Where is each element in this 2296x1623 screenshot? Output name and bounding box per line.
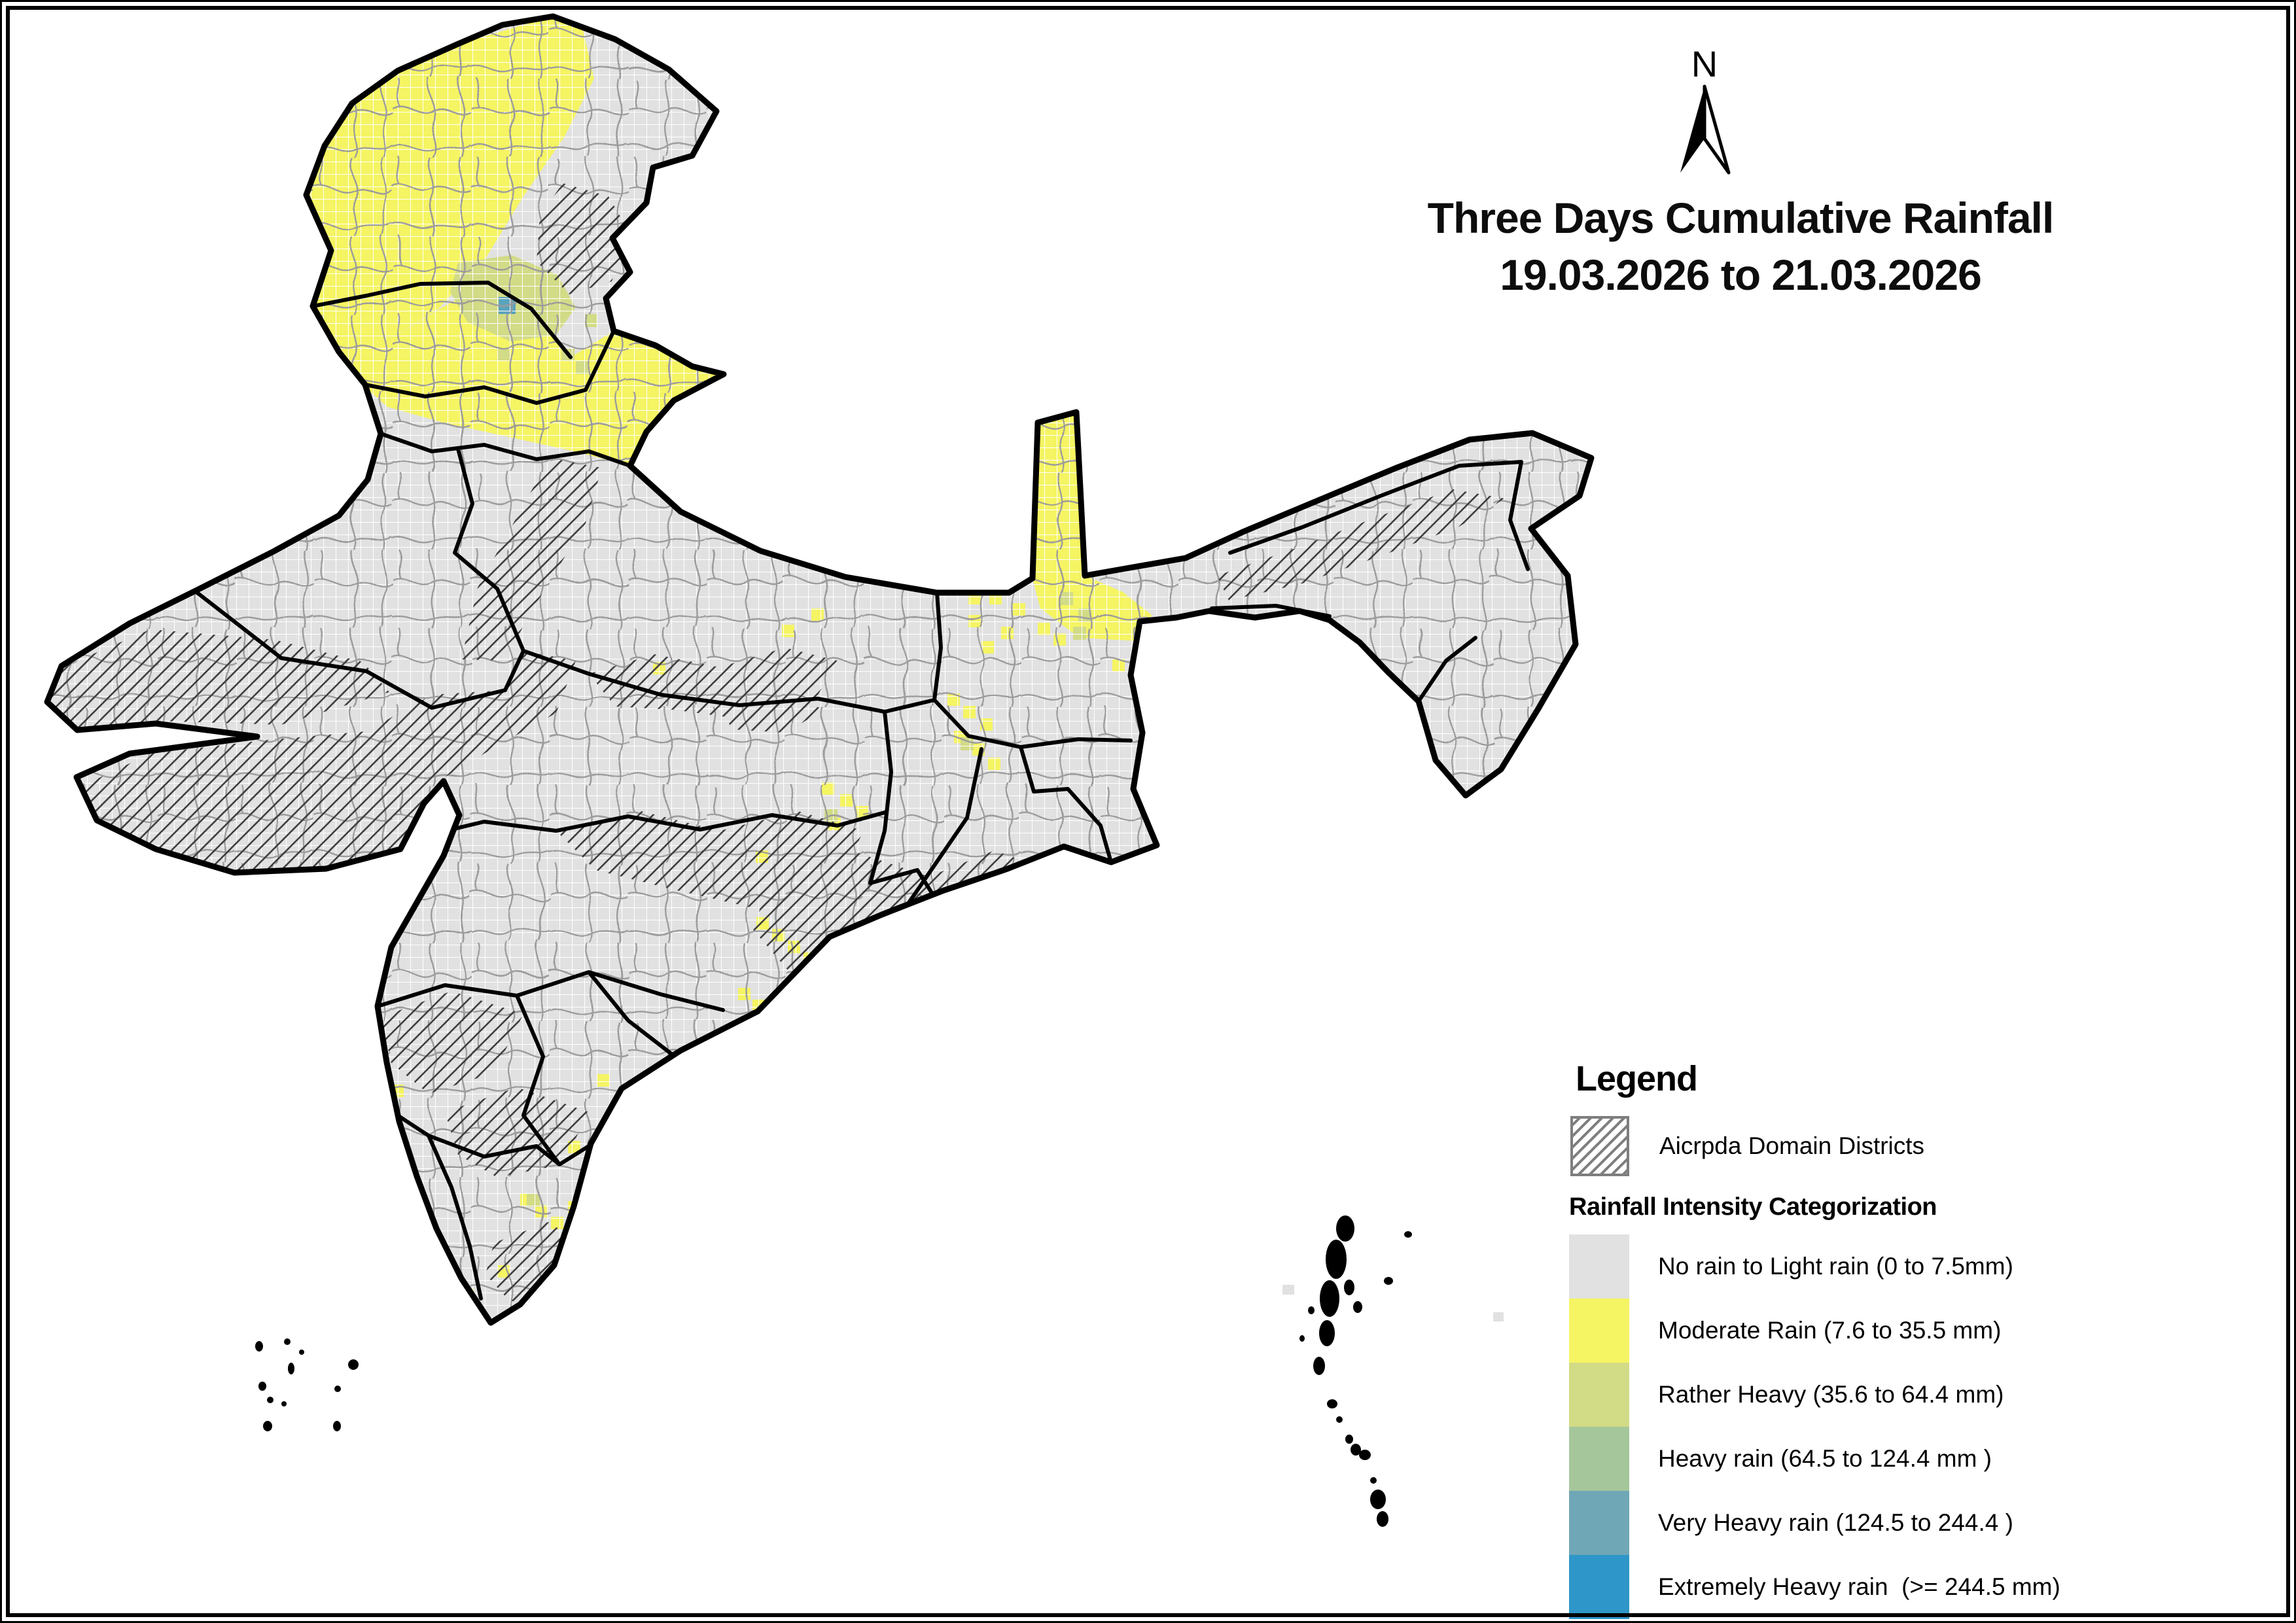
legend-row-very-heavy: Very Heavy rain (124.5 to 244.4 ) [1569,1491,2276,1555]
extremely-heavy-swatch [1569,1555,1629,1619]
legend-row-rather-heavy: Rather Heavy (35.6 to 64.4 mm) [1569,1363,2276,1427]
map-title-line1: Three Days Cumulative Rainfall [1427,194,2055,242]
lakshadweep-islands [255,1338,359,1431]
state-boundaries [194,281,1530,1300]
no-rain-label: No rain to Light rain (0 to 7.5mm) [1658,1253,2013,1280]
country-border [44,13,1595,1326]
legend-section-heading: Rainfall Intensity Categorization [1569,1193,1937,1221]
legend-heading: Legend [1576,1059,1698,1098]
hatch-swatch-icon [1570,1116,1629,1176]
moderate-swatch [1569,1299,1629,1363]
legend: Legend Aicrpda Domain Districts Rainfall… [1569,1058,2276,1619]
legend-category-list: No rain to Light rain (0 to 7.5mm) Moder… [1569,1234,2276,1619]
legend-row-moderate: Moderate Rain (7.6 to 35.5 mm) [1569,1299,2276,1363]
rather-heavy-label: Rather Heavy (35.6 to 64.4 mm) [1658,1381,2004,1408]
legend-domain-row: Aicrpda Domain Districts [1570,1116,2276,1176]
north-label: N [1691,43,1718,84]
legend-row-no-rain: No rain to Light rain (0 to 7.5mm) [1569,1234,2276,1299]
map-title-line2: 19.03.2026 to 21.03.2026 [1500,251,1982,300]
isolated-no-rain-cells [1282,1285,1504,1321]
andaman-nicobar-islands [1299,1215,1412,1527]
legend-domain-label: Aicrpda Domain Districts [1659,1132,1925,1159]
no-rain-swatch [1569,1234,1629,1299]
very-heavy-swatch [1569,1491,1629,1555]
heavy-label: Heavy rain (64.5 to 124.4 mm ) [1658,1445,1992,1472]
legend-row-extremely-heavy: Extremely Heavy rain (>= 244.5 mm) [1569,1555,2276,1619]
north-arrow-icon [1680,84,1731,175]
very-heavy-label: Very Heavy rain (124.5 to 244.4 ) [1658,1509,2013,1536]
legend-row-heavy: Heavy rain (64.5 to 124.4 mm ) [1569,1427,2276,1491]
heavy-swatch [1569,1427,1629,1491]
extremely-heavy-label: Extremely Heavy rain (>= 244.5 mm) [1658,1573,2060,1600]
rather-heavy-swatch [1569,1363,1629,1427]
moderate-label: Moderate Rain (7.6 to 35.5 mm) [1658,1317,2002,1344]
map-title: Three Days Cumulative Rainfall 19.03.202… [1309,190,2172,304]
north-arrow: N [1662,46,1747,184]
